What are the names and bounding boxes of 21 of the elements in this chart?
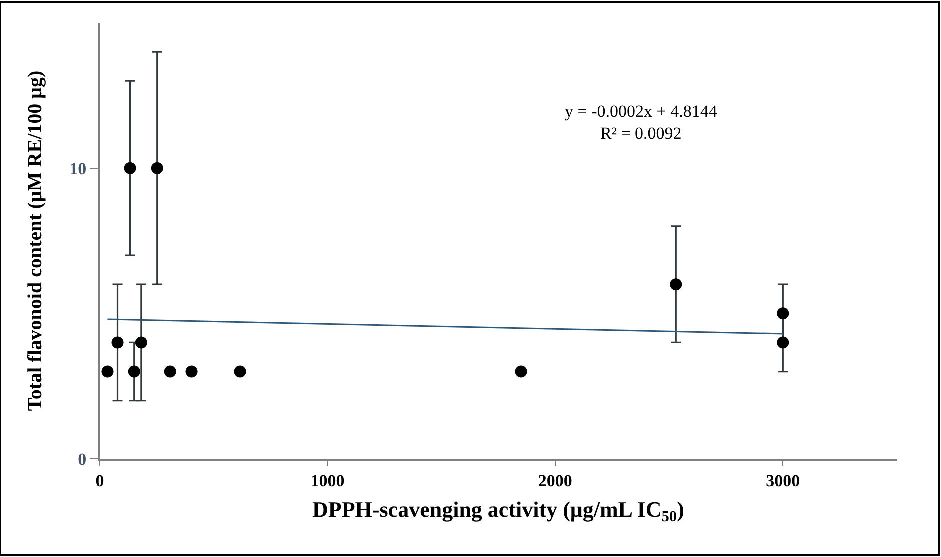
x-tick-label: 1000 bbox=[310, 471, 345, 490]
y-tick-label: 10 bbox=[70, 159, 87, 178]
point bbox=[670, 278, 682, 291]
point bbox=[777, 308, 790, 320]
point bbox=[135, 336, 148, 349]
annotation: y = -0.0002x + 4.8144 R² = 0.0092 bbox=[565, 102, 718, 144]
x-tick-label: 3000 bbox=[766, 471, 800, 490]
point bbox=[112, 336, 124, 349]
x-tick-label: 2000 bbox=[538, 471, 572, 490]
x-axis-title: DPPH-scavenging activity (μg/mL IC$_{50}$) bbox=[312, 496, 684, 526]
point bbox=[164, 366, 176, 378]
x-tick-label: 0 bbox=[96, 471, 104, 490]
point bbox=[151, 162, 164, 174]
point bbox=[128, 366, 140, 378]
point bbox=[186, 366, 198, 378]
point bbox=[234, 366, 246, 378]
point bbox=[102, 366, 114, 378]
point bbox=[777, 336, 790, 349]
point bbox=[124, 162, 136, 174]
y-axis-title: Total flavonoid content (μM RE/100 μg) bbox=[24, 70, 47, 412]
point bbox=[515, 366, 528, 378]
